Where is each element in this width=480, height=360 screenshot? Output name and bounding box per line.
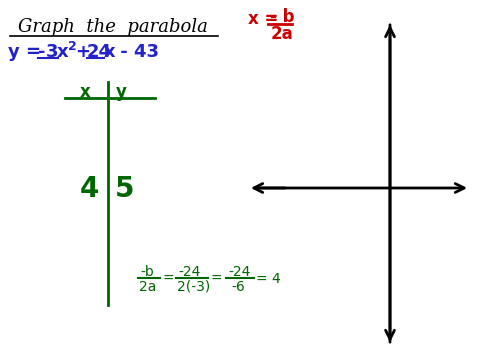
Text: Graph  the  parabola: Graph the parabola: [18, 18, 208, 36]
Text: =: =: [162, 272, 174, 286]
Text: x: x: [80, 83, 91, 101]
Text: -24: -24: [178, 265, 200, 279]
Text: -6: -6: [231, 280, 245, 294]
Text: 24: 24: [87, 43, 112, 61]
Text: -24: -24: [228, 265, 251, 279]
Text: -: -: [38, 43, 46, 61]
Text: -b: -b: [140, 265, 154, 279]
Text: y: y: [116, 83, 127, 101]
Text: x =: x =: [248, 10, 278, 28]
Text: x: x: [104, 43, 116, 61]
Text: 3: 3: [46, 43, 59, 61]
Text: x: x: [57, 43, 69, 61]
Text: = 4: = 4: [256, 272, 281, 286]
Text: - b: - b: [270, 8, 295, 26]
Text: +: +: [75, 43, 90, 61]
Text: - 43: - 43: [114, 43, 159, 61]
Text: 2: 2: [68, 40, 77, 53]
Text: 2(-3): 2(-3): [177, 280, 210, 294]
Text: 2a: 2a: [271, 25, 294, 43]
Text: 2a: 2a: [139, 280, 156, 294]
Text: 4: 4: [80, 175, 99, 203]
Text: 5: 5: [115, 175, 134, 203]
Text: y =: y =: [8, 43, 47, 61]
Text: =: =: [211, 272, 223, 286]
